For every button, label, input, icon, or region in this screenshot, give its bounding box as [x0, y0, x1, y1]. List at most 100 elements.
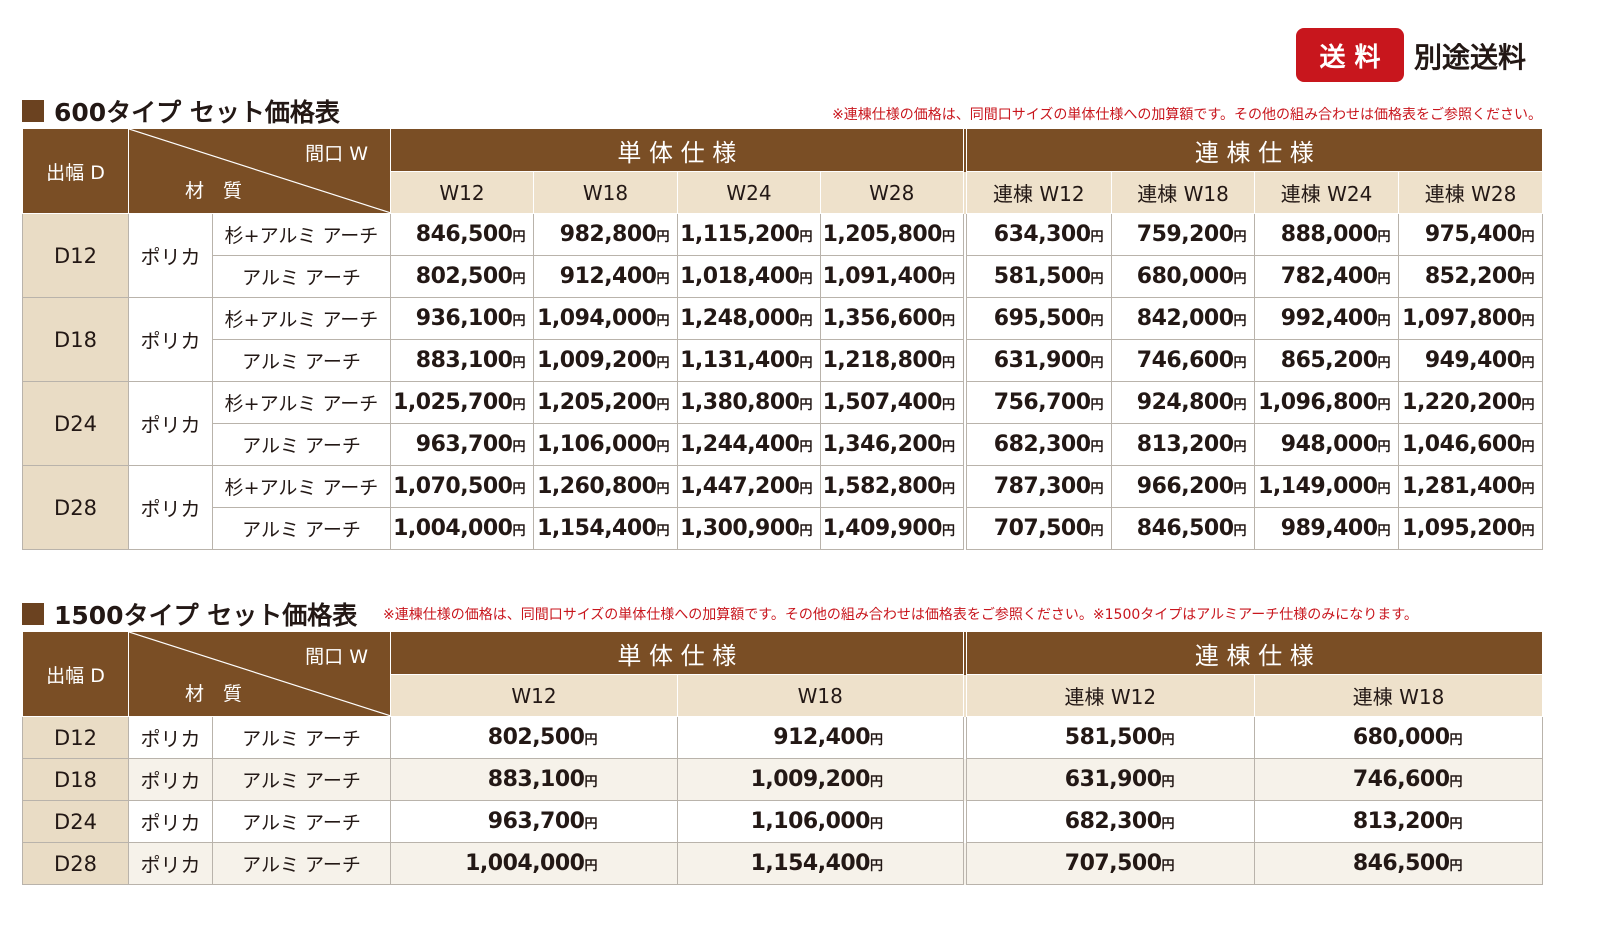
column-header: W12 [390, 171, 534, 214]
price-cell: 966,200円 [1111, 465, 1256, 508]
price-cell: 1,094,000円 [533, 297, 678, 340]
price-value: 1,409,900 [822, 516, 943, 541]
depth-cell: D24 [22, 800, 129, 843]
column-header: W18 [533, 171, 678, 214]
price-cell: 682,300円 [962, 800, 1256, 843]
price-unit: 円 [870, 859, 883, 874]
price-value: 813,200 [1352, 809, 1450, 834]
price-unit: 円 [799, 398, 812, 413]
price-value: 949,400 [1424, 348, 1522, 373]
price-unit: 円 [656, 524, 669, 539]
price-value: 1,009,200 [537, 348, 657, 373]
price-value: 1,115,200 [680, 222, 800, 247]
price-value: 631,900 [993, 348, 1091, 373]
price-cell: 782,400円 [1254, 255, 1400, 298]
price-cell: 1,004,000円 [390, 507, 534, 550]
price-cell: 1,582,800円 [819, 465, 966, 508]
diagonal-line [129, 632, 391, 716]
price-cell: 846,500円 [390, 213, 534, 256]
price-unit: 円 [656, 272, 669, 287]
price-unit: 円 [799, 230, 812, 245]
price-value: 1,507,400 [822, 390, 943, 415]
group-header: 単 体 仕 様 [389, 631, 966, 675]
price-value: 1,447,200 [680, 474, 800, 499]
depth-header: 出幅 D [22, 128, 129, 214]
price-value: 1,094,000 [537, 306, 657, 331]
price-unit: 円 [799, 272, 812, 287]
price-value: 936,100 [415, 306, 513, 331]
price-cell: 842,000円 [1111, 297, 1256, 340]
column-header: W12 [390, 674, 678, 717]
price-unit: 円 [1161, 775, 1175, 790]
price-cell: 1,009,200円 [676, 758, 966, 801]
price-unit: 円 [1449, 817, 1463, 832]
material-label: 材 質 [185, 683, 243, 705]
price-unit: 円 [512, 440, 525, 455]
price-cell: 1,260,800円 [533, 465, 678, 508]
price-unit: 円 [942, 524, 955, 539]
price-unit: 円 [1233, 314, 1247, 329]
group-header: 単 体 仕 様 [389, 128, 966, 172]
price-cell: 912,400円 [533, 255, 678, 298]
price-unit: 円 [584, 859, 597, 874]
price-unit: 円 [512, 398, 525, 413]
price-unit: 円 [1233, 398, 1247, 413]
price-cell: 802,500円 [390, 255, 534, 298]
price-cell: 631,900円 [962, 758, 1256, 801]
price-unit: 円 [1090, 272, 1104, 287]
frame-cell: アルミ アーチ [212, 339, 391, 382]
price-cell: 1,046,600円 [1398, 423, 1544, 466]
price-value: 695,500 [993, 306, 1091, 331]
material-cell: ポリカ [128, 213, 213, 298]
price-value: 846,500 [415, 222, 513, 247]
price-value: 852,200 [1424, 264, 1522, 289]
price-unit: 円 [1377, 398, 1391, 413]
price-value: 631,900 [1064, 767, 1162, 792]
price-unit: 円 [1521, 524, 1535, 539]
price-cell: 1,409,900円 [819, 507, 966, 550]
price-unit: 円 [799, 356, 812, 371]
price-unit: 円 [656, 314, 669, 329]
material-cell: ポリカ [128, 465, 213, 550]
price-unit: 円 [656, 356, 669, 371]
price-value: 1,004,000 [393, 516, 513, 541]
price-unit: 円 [1521, 230, 1535, 245]
price-unit: 円 [1449, 733, 1463, 748]
width-label: 間口 W [305, 143, 368, 165]
price-unit: 円 [870, 775, 883, 790]
price-cell: 1,018,400円 [677, 255, 821, 298]
price-value: 759,200 [1136, 222, 1234, 247]
price-value: 1,106,000 [750, 809, 871, 834]
price-value: 948,000 [1280, 432, 1378, 457]
price-value: 912,400 [773, 725, 870, 750]
price-cell: 948,000円 [1254, 423, 1400, 466]
column-header: 連棟 W12 [962, 171, 1113, 214]
price-value: 1,004,000 [465, 851, 585, 876]
price-value: 846,500 [1136, 516, 1234, 541]
price-unit: 円 [512, 272, 525, 287]
material-cell: ポリカ [128, 381, 213, 466]
frame-cell: アルミ アーチ [212, 800, 391, 843]
data-row: D12 ポリカ アルミ アーチ 802,500円 912,400円 581,500円 680… [22, 716, 1544, 759]
column-header: W24 [677, 171, 821, 214]
price-unit: 円 [656, 440, 669, 455]
corner-header: 間口 W 材 質 [128, 631, 391, 717]
price-cell: 865,200円 [1254, 339, 1400, 382]
price-value: 746,600 [1352, 767, 1450, 792]
price-unit: 円 [799, 440, 812, 455]
price-value: 989,400 [1280, 516, 1378, 541]
frame-cell: 杉+アルミ アーチ [212, 213, 391, 256]
price-unit: 円 [1521, 482, 1535, 497]
price-value: 924,800 [1136, 390, 1234, 415]
price-cell: 1,149,000円 [1254, 465, 1400, 508]
price-value: 802,500 [415, 264, 513, 289]
price-unit: 円 [1161, 817, 1175, 832]
price-unit: 円 [1233, 356, 1247, 371]
title-marker [22, 100, 44, 122]
price-cell: 1,106,000円 [533, 423, 678, 466]
price-cell: 1,009,200円 [533, 339, 678, 382]
price-value: 1,018,400 [680, 264, 800, 289]
diagonal [129, 632, 391, 716]
